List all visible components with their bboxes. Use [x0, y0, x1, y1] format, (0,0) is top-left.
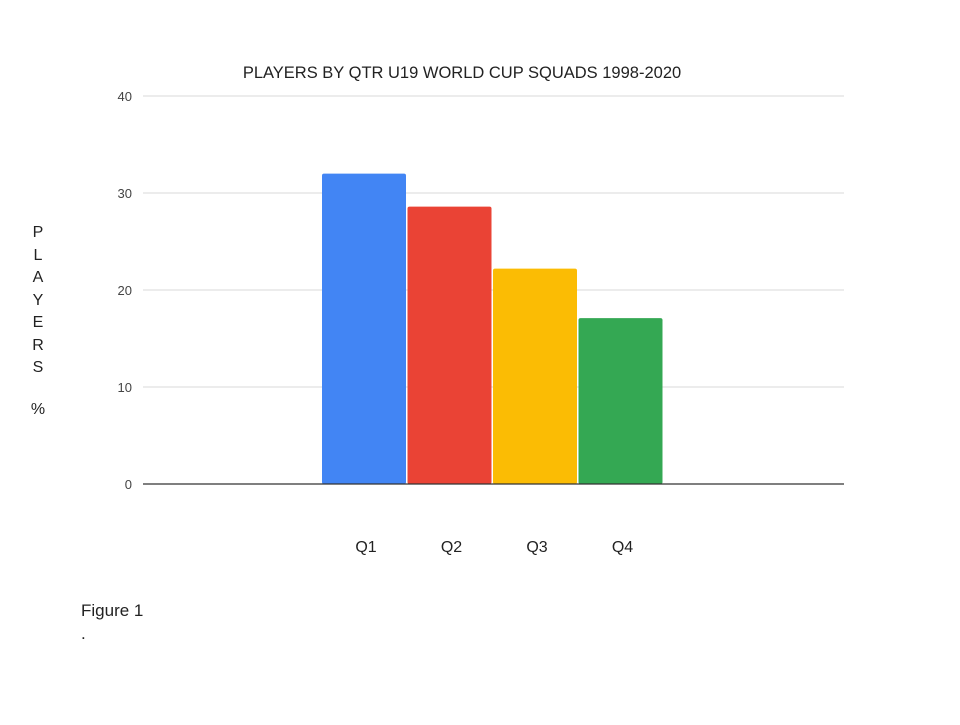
y-axis-unit: %	[30, 401, 46, 418]
y-tick-label: 10	[118, 380, 132, 395]
y-axis-label-letter: P	[32, 224, 44, 241]
bar-q4	[578, 318, 663, 484]
x-tick-label-q1: Q1	[355, 539, 376, 556]
y-axis-label-letter: R	[32, 336, 44, 354]
bar-q1	[322, 173, 406, 484]
caption-dot: .	[81, 624, 86, 643]
y-axis-label-letter: Y	[32, 291, 44, 309]
bars	[322, 173, 663, 484]
x-tick-label-q3: Q3	[526, 539, 547, 556]
bar-q2	[407, 206, 492, 484]
y-axis-label-letter: A	[32, 269, 44, 286]
x-axis-ticks: Q1 Q2 Q3 Q4	[355, 539, 633, 556]
y-axis-label-letter: S	[32, 359, 44, 376]
y-tick-label: 40	[118, 89, 132, 104]
y-tick-label: 30	[118, 186, 132, 201]
y-axis-ticks: 0 10 20 30 40	[118, 89, 132, 492]
x-tick-label-q4: Q4	[612, 539, 633, 556]
chart-title: PLAYERS BY QTR U19 WORLD CUP SQUADS 1998…	[243, 64, 681, 82]
y-axis-label-letter: L	[33, 246, 43, 264]
y-tick-label: 20	[118, 283, 132, 298]
y-axis-label-letter: E	[32, 314, 44, 331]
x-tick-label-q2: Q2	[441, 539, 462, 556]
figure-caption: Figure 1	[81, 601, 144, 620]
y-tick-label: 0	[125, 477, 132, 492]
bar-q3	[493, 268, 577, 484]
